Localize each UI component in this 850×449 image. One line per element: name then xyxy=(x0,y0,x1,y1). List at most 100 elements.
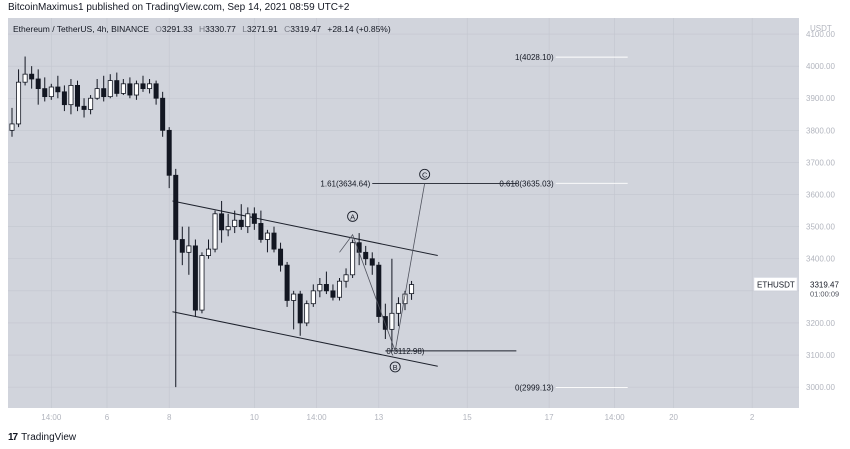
candle-body xyxy=(238,219,244,228)
y-tick-label: 3500.00 xyxy=(806,223,835,232)
symbol-label: ETHUSDT xyxy=(757,281,795,290)
x-tick-label: 8 xyxy=(167,413,172,422)
candle-body xyxy=(199,255,205,311)
candle-body xyxy=(278,248,284,266)
wave-label-b: B xyxy=(393,363,398,372)
x-tick-label: 13 xyxy=(374,413,383,422)
candle-body xyxy=(166,129,172,176)
y-tick-label: 3400.00 xyxy=(806,255,835,264)
candle-body xyxy=(173,174,179,240)
candle-body xyxy=(271,232,277,250)
y-tick-label: 3200.00 xyxy=(806,319,835,328)
y-tick-label: 3100.00 xyxy=(806,351,835,360)
wave-label-c: C xyxy=(422,170,428,179)
candle-body xyxy=(389,312,395,330)
fib-level-label: 0(3112.98) xyxy=(386,347,424,356)
time-axis[interactable]: 14:00 6 8 10 14:00 13 15 17 14:00 20 2 xyxy=(41,413,755,422)
wave-label-circle xyxy=(389,361,401,373)
legend-high: 3330.77 xyxy=(205,24,236,34)
y-tick-label: 3800.00 xyxy=(806,126,835,135)
y-tick-label: 4100.00 xyxy=(806,30,835,39)
grid-lines xyxy=(8,18,799,408)
channel-lower-line xyxy=(172,311,438,367)
legend-title: Ethereum / TetherUS, 4h, BINANCE xyxy=(13,24,149,34)
candle-body xyxy=(88,97,94,110)
published-header: BitcoinMaximus1 published on TradingView… xyxy=(8,2,350,13)
brand-name: TradingView xyxy=(21,431,77,443)
symbol-tag xyxy=(753,277,798,291)
candle-body xyxy=(350,242,356,276)
candle-body xyxy=(258,223,264,240)
y-tick-label: 3000.00 xyxy=(806,383,835,392)
footer: 17 TradingView xyxy=(8,430,76,444)
x-tick-label: 10 xyxy=(250,413,259,422)
legend-change: +28.14 (+0.85%) xyxy=(327,24,390,34)
candle-body xyxy=(147,83,153,90)
currency-label: USDT xyxy=(810,24,832,33)
tradingview-logo-icon: 17 xyxy=(8,431,18,443)
x-tick-label: 17 xyxy=(545,413,554,422)
candle-body xyxy=(16,81,22,125)
candle-body xyxy=(186,245,192,253)
candle-body xyxy=(330,290,336,298)
price-label: 3319.47 xyxy=(810,281,839,290)
candle-body xyxy=(304,303,310,324)
fib-level-label: 1(4028.10) xyxy=(515,53,554,62)
candle-body xyxy=(251,213,257,224)
candle-body xyxy=(317,284,323,292)
price-tag xyxy=(806,277,844,300)
price-axis[interactable]: 4100.00 4000.00 3900.00 3800.00 3700.00 3600.… xyxy=(806,30,835,392)
x-tick-label: 14:00 xyxy=(307,413,328,422)
candle-body xyxy=(48,86,54,98)
svg-text:Ethereum / TetherUS, 4h, BINAN: Ethereum / TetherUS, 4h, BINANCE O3291.3… xyxy=(13,24,391,34)
countdown-label: 01:00:09 xyxy=(810,290,839,299)
candle-body xyxy=(133,83,139,96)
y-tick-label: 4000.00 xyxy=(806,62,835,71)
candle-body xyxy=(140,83,146,90)
candle-body xyxy=(75,85,81,107)
candle-body xyxy=(409,284,415,295)
candle-body xyxy=(232,219,238,228)
wave-label-circle xyxy=(419,168,431,180)
candle-body xyxy=(363,251,369,260)
chart-legend: Ethereum / TetherUS, 4h, BINANCE O3291.3… xyxy=(13,24,391,34)
candle-body xyxy=(55,86,61,93)
candle-body xyxy=(101,88,107,98)
channel-upper-line xyxy=(172,200,438,257)
candle-body xyxy=(343,274,349,282)
x-tick-label: 6 xyxy=(105,413,110,422)
legend-open: 3291.33 xyxy=(162,24,193,34)
candle-body xyxy=(376,264,382,317)
candle-body xyxy=(369,258,375,266)
candle-body xyxy=(22,73,28,83)
x-tick-label: 20 xyxy=(669,413,678,422)
candle-body xyxy=(336,280,342,298)
candle-body xyxy=(245,213,251,228)
candle-body xyxy=(120,83,126,94)
candle-body xyxy=(81,105,87,110)
x-tick-label: 14:00 xyxy=(605,413,626,422)
candle-body xyxy=(291,293,297,301)
candle-body xyxy=(61,91,67,106)
candle-body xyxy=(35,78,41,90)
candle-body xyxy=(179,239,185,253)
candle-body xyxy=(114,80,120,94)
candle-body xyxy=(160,97,166,131)
x-tick-label: 14:00 xyxy=(41,413,62,422)
x-tick-label: 15 xyxy=(463,413,472,422)
candle-body xyxy=(68,85,74,106)
y-tick-label: 3700.00 xyxy=(806,158,835,167)
candle-body xyxy=(297,293,303,324)
y-tick-label: 3900.00 xyxy=(806,94,835,103)
plot-background xyxy=(8,18,799,408)
candle-body xyxy=(225,226,231,231)
candle-body xyxy=(29,73,35,80)
candle-body xyxy=(107,80,113,98)
fib-level-label: 1.61(3634.64) xyxy=(320,179,370,188)
candle-body xyxy=(9,123,15,131)
candle-body xyxy=(310,290,316,305)
x-tick-label: 2 xyxy=(750,413,755,422)
candle-body xyxy=(264,232,270,240)
